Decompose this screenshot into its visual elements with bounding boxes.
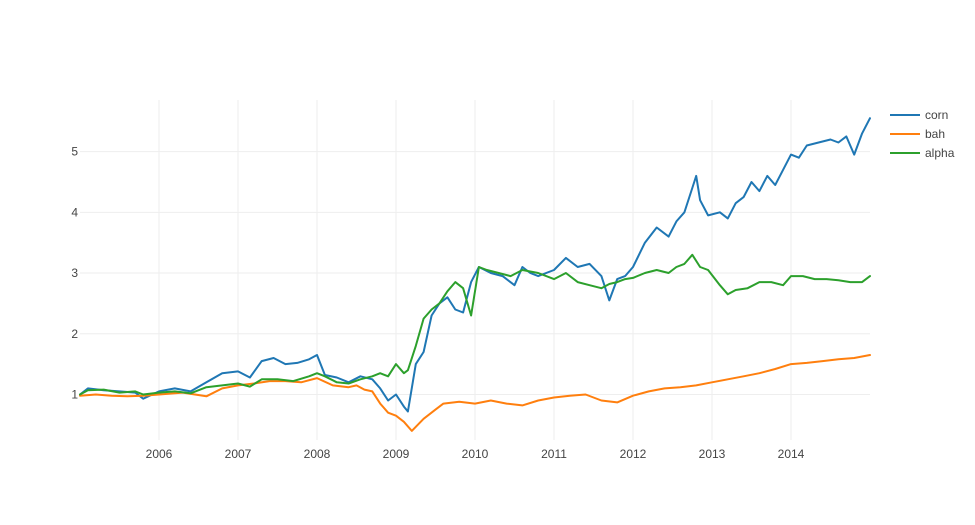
x-tick-label: 2008: [304, 447, 331, 461]
x-tick-label: 2009: [383, 447, 410, 461]
y-axis-ticks: 1 2 3 4 5: [71, 145, 78, 402]
x-tick-label: 2013: [699, 447, 726, 461]
x-tick-label: 2010: [462, 447, 489, 461]
legend-item-alpha[interactable]: alpha: [890, 146, 955, 160]
y-tick-label: 1: [71, 387, 78, 401]
legend-item-corn[interactable]: corn: [890, 108, 948, 122]
legend-item-bah[interactable]: bah: [890, 127, 945, 141]
series-line-alpha: [79, 253, 871, 396]
x-tick-label: 2012: [620, 447, 647, 461]
series-lines: [79, 117, 871, 432]
y-tick-label: 4: [71, 205, 78, 219]
x-tick-label: 2006: [146, 447, 173, 461]
legend[interactable]: corn bah alpha: [890, 108, 955, 160]
grid: [80, 100, 870, 440]
x-tick-label: 2011: [541, 447, 567, 461]
x-tick-label: 2007: [225, 447, 252, 461]
y-tick-label: 5: [71, 145, 78, 159]
series-line-corn: [79, 117, 871, 413]
x-axis-ticks: 2006 2007 2008 2009 2010 2011 2012 2013 2014: [146, 447, 805, 461]
y-tick-label: 2: [71, 327, 78, 341]
y-tick-label: 3: [71, 266, 78, 280]
series-line-bah: [79, 354, 871, 432]
legend-label: alpha: [925, 146, 955, 160]
x-tick-label: 2014: [778, 447, 805, 461]
legend-label: bah: [925, 127, 945, 141]
legend-label: corn: [925, 108, 948, 122]
